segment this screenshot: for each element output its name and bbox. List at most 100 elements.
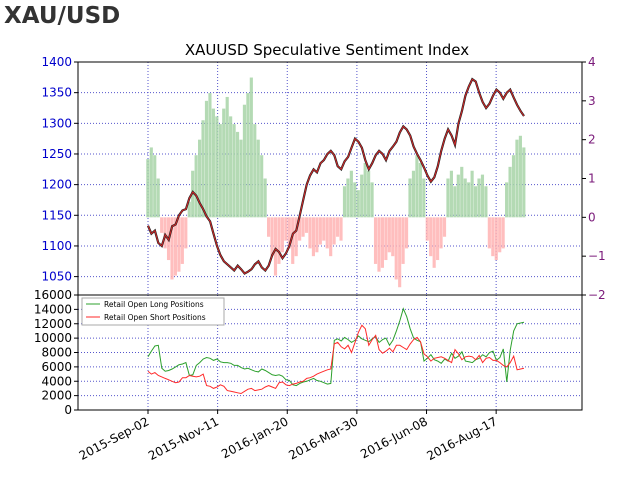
ssi-bar	[253, 124, 257, 218]
ssi-bar	[380, 217, 384, 268]
ssi-bar	[160, 217, 164, 233]
bottom-tick-label: 2000	[41, 389, 72, 403]
ssi-bar	[311, 217, 316, 257]
ssi-bar	[342, 186, 347, 218]
left-tick-label: 1300	[41, 116, 72, 130]
ssi-bar	[208, 93, 212, 218]
x-tick-label: 2016-Aug-17	[424, 414, 499, 463]
ssi-bar	[484, 186, 488, 218]
ssi-bar	[467, 182, 471, 218]
ssi-bar	[339, 217, 343, 241]
ssi-bar	[215, 116, 219, 218]
ssi-bar	[439, 217, 443, 249]
ssi-bar	[229, 116, 233, 218]
ssi-bar	[498, 217, 502, 253]
ssi-bar	[346, 178, 350, 218]
ssi-bar	[411, 170, 416, 218]
right-tick-label: 2	[588, 133, 596, 147]
ssi-bar	[211, 108, 215, 218]
ssi-bar	[294, 217, 298, 257]
ssi-bar	[177, 217, 181, 272]
ssi-bar	[239, 139, 243, 218]
ssi-bar	[267, 217, 271, 237]
ssi-bar	[222, 108, 226, 218]
ssi-bar	[463, 178, 467, 218]
ssi-bar	[446, 178, 450, 218]
ssi-bar	[422, 178, 426, 218]
price-series	[146, 77, 525, 275]
ssi-bar	[363, 162, 367, 218]
ssi-bar	[204, 100, 209, 218]
ssi-bars	[146, 77, 526, 288]
legend-long-label: Retail Open Long Positions	[104, 300, 204, 309]
ssi-bar	[370, 182, 374, 218]
ssi-bar	[273, 217, 278, 276]
right-tick-label: 3	[588, 94, 596, 108]
ssi-bar	[263, 178, 267, 218]
ssi-bar	[511, 155, 516, 218]
left-tick-label: 1400	[41, 55, 72, 69]
ssi-bar	[242, 104, 247, 218]
ssi-bar	[332, 217, 336, 245]
short-positions-line	[147, 324, 525, 395]
ssi-bar	[304, 217, 309, 233]
bottom-tick-label: 14000	[34, 302, 72, 316]
ssi-bar	[184, 217, 188, 249]
ssi-bar	[249, 77, 253, 218]
ssi-bar	[353, 182, 357, 218]
ssi-bar	[408, 178, 412, 218]
ssi-bar	[180, 217, 184, 264]
x-tick-label: 2016-Mar-30	[286, 414, 360, 462]
ssi-bar	[291, 217, 295, 264]
ssi-bar	[442, 217, 447, 237]
chart-title: XAUUSD Speculative Sentiment Index	[185, 41, 469, 59]
ssi-bar	[432, 217, 436, 268]
ssi-bar	[260, 155, 264, 218]
right-tick-label: 0	[588, 210, 596, 224]
ssi-bar	[256, 139, 260, 218]
ssi-bar	[325, 217, 329, 249]
left-tick-label: 1250	[41, 147, 72, 161]
ssi-bar	[201, 120, 205, 218]
left-axis-ticks: 1050 1100 1150 1200 1250 1300 1350 1400	[41, 55, 78, 284]
ssi-bar	[232, 124, 236, 218]
ssi-bar	[315, 217, 319, 253]
ssi-bar	[170, 217, 174, 280]
ssi-bar	[246, 93, 250, 218]
x-tick-label: 2016-Jun-08	[358, 414, 430, 461]
ssi-bar	[394, 217, 398, 280]
ssi-bar	[415, 155, 419, 218]
ssi-bar	[491, 217, 495, 257]
ssi-bar	[391, 217, 395, 257]
ssi-bar	[518, 135, 522, 218]
ssi-bar	[349, 170, 353, 218]
x-tick-label: 2015-Sep-02	[77, 414, 152, 463]
legend-short-label: Retail Open Short Positions	[104, 313, 206, 322]
ssi-bar	[367, 170, 371, 218]
bottom-tick-label: 4000	[41, 374, 72, 388]
page-title: XAU/USD	[4, 3, 121, 29]
ssi-bar	[287, 217, 291, 249]
right-tick-label: 1	[588, 172, 596, 186]
ssi-bar	[329, 217, 333, 257]
ssi-bar	[308, 217, 312, 249]
ssi-bar	[194, 155, 198, 218]
ssi-bar	[429, 217, 433, 257]
left-tick-label: 1100	[41, 239, 72, 253]
bottom-tick-label: 0	[64, 403, 72, 417]
price-line	[147, 78, 525, 275]
right-tick-label: −1	[588, 249, 606, 263]
ssi-bar	[425, 217, 429, 241]
ssi-bar	[460, 166, 464, 218]
ssi-bar	[436, 217, 440, 261]
bottom-tick-label: 6000	[41, 360, 72, 374]
ssi-bar	[453, 186, 457, 218]
ssi-bar	[218, 124, 222, 218]
ssi-bar	[470, 170, 474, 218]
ssi-bar	[404, 217, 409, 249]
ssi-bar	[356, 190, 360, 218]
ssi-bar	[301, 217, 305, 237]
ssi-bar	[473, 186, 478, 218]
left-tick-label: 1200	[41, 178, 72, 192]
ssi-bar	[515, 139, 519, 218]
